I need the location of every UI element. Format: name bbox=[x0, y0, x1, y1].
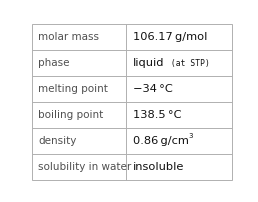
Text: density: density bbox=[38, 136, 77, 146]
Text: 3: 3 bbox=[189, 133, 193, 139]
Text: 106.17 g/mol: 106.17 g/mol bbox=[133, 32, 207, 42]
Text: phase: phase bbox=[38, 58, 70, 68]
Text: melting point: melting point bbox=[38, 84, 108, 94]
Text: insoluble: insoluble bbox=[133, 162, 184, 172]
Text: boiling point: boiling point bbox=[38, 110, 103, 120]
Text: solubility in water: solubility in water bbox=[38, 162, 132, 172]
Text: 138.5 °C: 138.5 °C bbox=[133, 110, 181, 120]
Text: −34 °C: −34 °C bbox=[133, 84, 173, 94]
Text: molar mass: molar mass bbox=[38, 32, 99, 42]
Text: (at STP): (at STP) bbox=[166, 59, 210, 68]
Text: liquid: liquid bbox=[133, 58, 164, 68]
Text: 0.86 g/cm: 0.86 g/cm bbox=[133, 136, 189, 146]
